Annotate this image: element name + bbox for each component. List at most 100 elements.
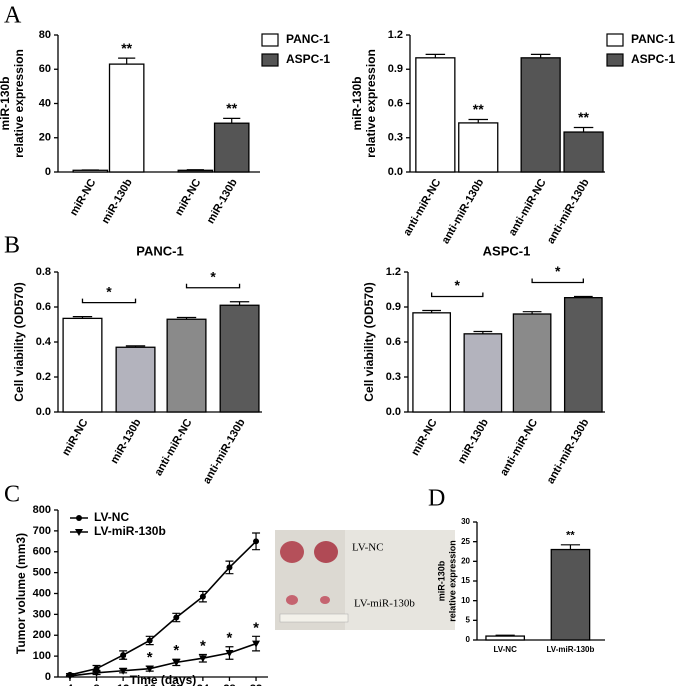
- legend-label: ASPC-1: [286, 52, 330, 66]
- error-bar: [560, 544, 581, 550]
- y-tick-label: 300: [33, 608, 51, 620]
- significance-bracket: [81, 298, 137, 304]
- bar: [520, 57, 561, 173]
- chart-title: ASPC-1: [483, 243, 531, 258]
- bar: [412, 312, 452, 413]
- legend-label: PANC-1: [631, 32, 675, 46]
- marker: [252, 640, 261, 648]
- error-bar: [495, 634, 515, 637]
- error-bar: [229, 301, 250, 306]
- marker: [92, 669, 101, 677]
- significance: **: [578, 109, 589, 125]
- y-tick-label: 0: [466, 635, 471, 644]
- x-tick-label: 12: [117, 683, 129, 686]
- bar: [563, 131, 604, 173]
- x-tick-label: miR-NC: [68, 177, 99, 218]
- error-bar: [118, 57, 136, 65]
- significance: *: [120, 652, 126, 669]
- photo-label: LV-miR-130b: [354, 598, 415, 610]
- x-tick-label: miR-130b: [456, 417, 491, 466]
- panel-label: C: [4, 482, 20, 508]
- legend-label: ASPC-1: [631, 52, 675, 66]
- y-tick-label: 0.3: [388, 132, 403, 144]
- x-axis-label: Time (days): [130, 673, 196, 686]
- y-tick-label: 0.9: [386, 301, 401, 313]
- y-tick-label: 10: [461, 596, 470, 605]
- x-tick-label: miR-130b: [108, 417, 143, 466]
- y-tick-label: 30: [461, 517, 470, 526]
- error-bar: [522, 311, 542, 314]
- x-tick-label: miR-130b: [205, 177, 240, 226]
- significance-bracket: [430, 292, 484, 298]
- marker: [173, 614, 180, 621]
- bar: [550, 548, 591, 641]
- y-tick-label: 0: [45, 671, 51, 683]
- legend-swatch: [261, 33, 279, 47]
- y-tick-label: 0.4: [36, 336, 52, 348]
- x-tick-label: anti-miR-130b: [201, 417, 248, 486]
- significance-bracket: [185, 283, 241, 289]
- y-axis-label: Tumor volume (mm3): [14, 533, 28, 654]
- marker: [119, 667, 128, 675]
- significance-bracket: [531, 278, 584, 284]
- x-tick-label: LV-miR-130b: [547, 645, 595, 654]
- error-bar: [530, 53, 551, 58]
- x-tick-label: anti-miR-130b: [545, 417, 592, 486]
- significance: *: [200, 637, 206, 654]
- significance: **: [121, 40, 132, 56]
- x-tick-label: miR-NC: [173, 177, 204, 218]
- y-tick-label: 20: [461, 556, 470, 565]
- x-tick-label: miR-130b: [100, 177, 135, 226]
- marker: [120, 652, 127, 659]
- y-tick-label: 60: [39, 63, 51, 75]
- y-tick-label: 1.2: [386, 266, 401, 278]
- significance: *: [147, 649, 153, 666]
- y-axis-label: relative expression: [364, 49, 378, 158]
- bar: [485, 635, 526, 641]
- x-tick-label: 20: [170, 683, 182, 686]
- significance: **: [226, 100, 237, 116]
- y-tick-label: 0.3: [386, 371, 401, 383]
- y-tick-label: 400: [33, 587, 51, 599]
- y-tick-label: 25: [461, 537, 470, 546]
- significance: *: [555, 263, 561, 279]
- bar: [108, 63, 145, 173]
- x-tick-label: 32: [250, 683, 262, 686]
- bar: [115, 346, 156, 413]
- significance: **: [473, 101, 484, 117]
- bar: [512, 313, 552, 413]
- y-tick-label: 1.2: [388, 29, 403, 41]
- bar: [177, 169, 214, 173]
- x-tick-label: anti-miR-NC: [498, 417, 540, 478]
- chart-title: PANC-1: [136, 243, 183, 258]
- x-tick-label: anti-miR-NC: [401, 177, 443, 238]
- x-tick-label: anti-miR-NC: [152, 417, 194, 478]
- error-bar: [223, 117, 241, 124]
- y-tick-label: 0.6: [36, 301, 51, 313]
- y-tick-label: 0.0: [386, 406, 401, 418]
- legend-label: LV-miR-130b: [94, 524, 166, 538]
- bar: [458, 122, 499, 173]
- error-bar: [573, 126, 594, 133]
- y-tick-label: 0.6: [386, 336, 401, 348]
- x-tick-label: 4: [67, 683, 74, 686]
- legend-marker: [76, 515, 82, 521]
- significance: *: [106, 283, 112, 299]
- x-tick-label: anti-miR-NC: [507, 177, 549, 238]
- error-bar: [425, 53, 446, 58]
- x-tick-label: miR-NC: [60, 417, 91, 458]
- marker: [172, 659, 181, 667]
- marker: [225, 649, 234, 657]
- legend-marker: [75, 529, 83, 536]
- panel-label: A: [4, 3, 22, 29]
- x-tick-label: anti-miR-130b: [545, 177, 592, 246]
- significance: **: [566, 530, 575, 542]
- y-axis-label: Cell viability (OD570): [362, 282, 376, 401]
- x-tick-label: 8: [93, 683, 99, 686]
- y-tick-label: 600: [33, 546, 51, 558]
- y-tick-label: 100: [33, 650, 51, 662]
- x-tick-label: LV-NC: [493, 645, 517, 654]
- y-axis-label: miR-130b: [350, 76, 364, 130]
- y-tick-label: 200: [33, 629, 51, 641]
